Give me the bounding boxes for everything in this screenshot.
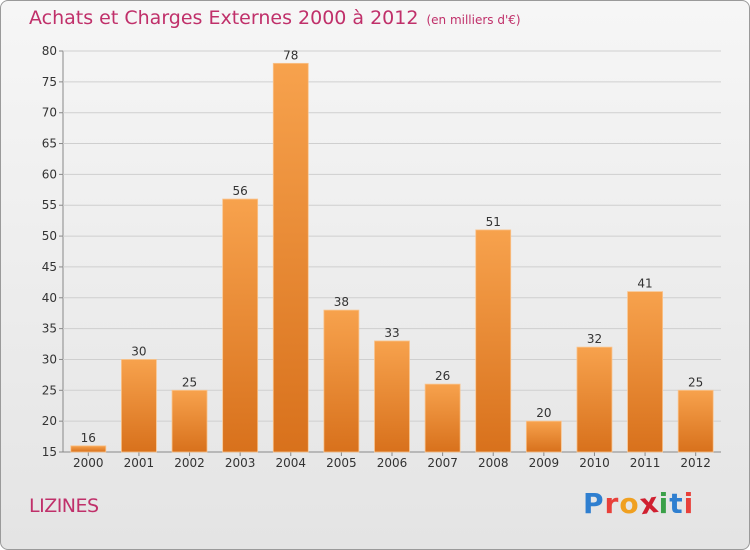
x-tick-label: 2006: [377, 456, 408, 470]
x-tick-label: 2001: [124, 456, 155, 470]
x-tick-label: 2002: [174, 456, 205, 470]
y-tick-label: 35: [42, 322, 57, 336]
y-tick-label: 20: [42, 414, 57, 428]
x-tick-label: 2000: [73, 456, 104, 470]
x-tick-label: 2003: [225, 456, 256, 470]
bar-2010: [576, 346, 613, 453]
y-tick-label: 60: [42, 167, 57, 181]
y-tick-label: 15: [42, 445, 57, 459]
logo-letter: x: [637, 485, 661, 522]
bar-2011: [627, 291, 663, 453]
x-tick-label: 2009: [529, 456, 560, 470]
bar-2009: [525, 420, 562, 453]
bar-2005: [323, 309, 360, 453]
value-label-2002: 25: [182, 375, 197, 389]
value-label-2010: 32: [587, 332, 602, 346]
x-tick-label: 2007: [427, 456, 458, 470]
bar-2004: [272, 62, 309, 453]
x-tick-label: 2008: [478, 456, 509, 470]
bar-2001: [121, 359, 157, 453]
y-tick-label: 70: [42, 106, 57, 120]
chart-title: Achats et Charges Externes 2000 à 2012: [29, 7, 419, 29]
bar-2000: [70, 445, 107, 453]
x-tick-label: 2010: [579, 456, 610, 470]
logo-letter: i: [683, 487, 695, 520]
y-tick-label: 45: [42, 260, 57, 274]
y-tick-label: 80: [42, 44, 57, 58]
y-tick-label: 55: [42, 198, 57, 212]
y-tick-label: 25: [42, 383, 57, 397]
logo-letter: t: [669, 487, 684, 520]
logo-letter: P: [583, 487, 605, 520]
value-label-2004: 78: [283, 48, 298, 62]
x-tick-label: 2011: [630, 456, 661, 470]
x-tick-label: 2004: [275, 456, 306, 470]
bar-2003: [222, 198, 259, 453]
x-tick-label: 2005: [326, 456, 357, 470]
logo-letter: i: [658, 487, 670, 520]
bar-2008: [475, 229, 512, 453]
logo-letter: r: [604, 487, 620, 520]
bar-2012: [677, 389, 714, 453]
value-label-2000: 16: [81, 431, 96, 445]
value-label-2006: 33: [384, 326, 399, 340]
bar-2007: [424, 383, 461, 453]
proxiti-logo: Proxiti: [583, 485, 695, 522]
value-label-2011: 41: [637, 277, 652, 291]
chart-subtitle: (en milliers d'€): [426, 13, 521, 27]
chart-title-block: Achats et Charges Externes 2000 à 2012 (e…: [29, 7, 521, 29]
bar-2002: [171, 389, 208, 453]
value-label-2012: 25: [688, 375, 703, 389]
y-tick-label: 65: [42, 137, 57, 151]
value-label-2008: 51: [486, 215, 501, 229]
value-label-2001: 30: [131, 344, 146, 358]
place-name: LIZINES: [29, 495, 99, 517]
value-label-2003: 56: [233, 184, 248, 198]
y-tick-label: 40: [42, 291, 57, 305]
value-label-2005: 38: [334, 295, 349, 309]
y-tick-label: 75: [42, 75, 57, 89]
value-label-2007: 26: [435, 369, 450, 383]
logo-letter: o: [619, 487, 640, 520]
y-tick-label: 30: [42, 352, 57, 366]
value-label-2009: 20: [536, 406, 551, 420]
bar-2006: [374, 340, 410, 453]
x-tick-label: 2012: [680, 456, 711, 470]
y-tick-label: 50: [42, 229, 57, 243]
